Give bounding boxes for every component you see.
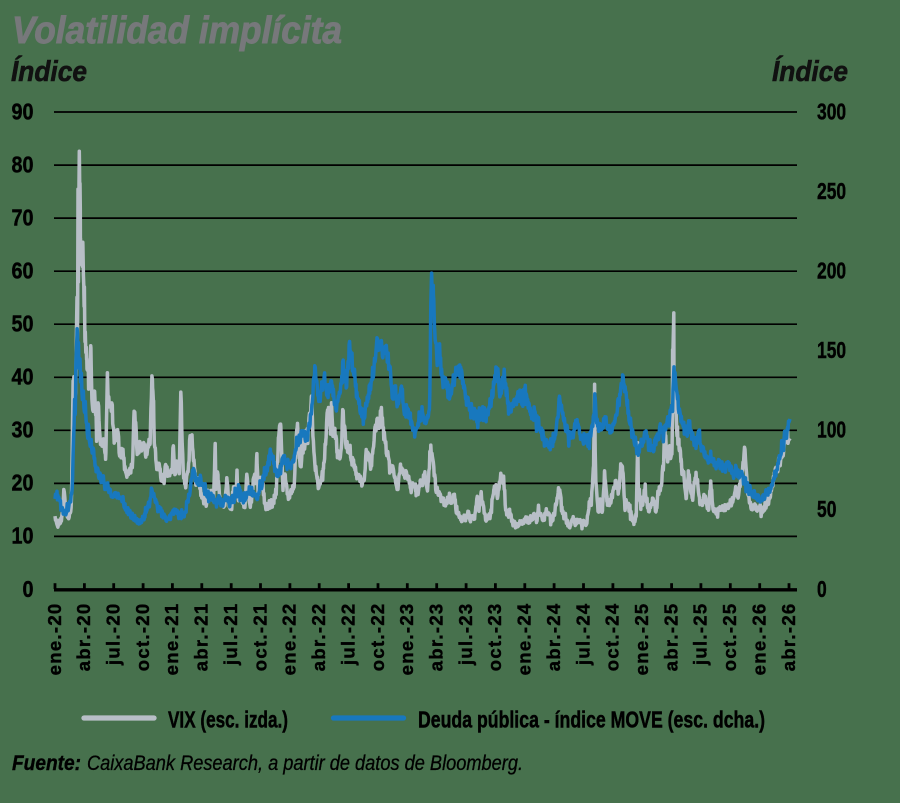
svg-text:20: 20	[12, 470, 34, 496]
svg-text:abr.-23: abr.-23	[426, 603, 447, 672]
svg-text:90: 90	[12, 98, 34, 124]
svg-text:ene.-26: ene.-26	[749, 603, 770, 676]
svg-text:Índice: Índice	[772, 55, 848, 88]
svg-text:200: 200	[817, 258, 846, 284]
svg-text:oct.-23: oct.-23	[484, 603, 505, 672]
svg-text:250: 250	[817, 178, 846, 204]
svg-text:60: 60	[12, 258, 34, 284]
svg-text:oct.-22: oct.-22	[367, 603, 388, 672]
svg-text:CaixaBank Research, a partir d: CaixaBank Research, a partir de datos de…	[87, 752, 523, 775]
svg-text:100: 100	[817, 417, 846, 443]
svg-text:ene.-23: ene.-23	[396, 603, 417, 676]
svg-text:40: 40	[12, 364, 34, 390]
svg-text:70: 70	[12, 204, 34, 230]
svg-text:oct.-21: oct.-21	[249, 603, 270, 672]
svg-text:ene.-21: ene.-21	[161, 603, 182, 676]
svg-text:oct.-25: oct.-25	[719, 603, 740, 672]
svg-text:0: 0	[23, 576, 34, 602]
svg-text:jul.-20: jul.-20	[103, 603, 124, 667]
svg-text:jul.-22: jul.-22	[337, 603, 358, 667]
svg-text:0: 0	[817, 576, 827, 602]
svg-text:300: 300	[817, 98, 846, 124]
svg-text:10: 10	[12, 523, 34, 549]
svg-text:abr.-24: abr.-24	[543, 603, 564, 672]
svg-text:50: 50	[817, 496, 836, 522]
svg-text:abr.-25: abr.-25	[660, 603, 681, 672]
svg-text:abr.-26: abr.-26	[778, 603, 799, 672]
svg-text:Índice: Índice	[11, 55, 87, 88]
svg-text:VIX (esc. izda.): VIX (esc. izda.)	[168, 707, 288, 733]
svg-text:jul.-24: jul.-24	[572, 603, 593, 667]
svg-text:abr.-20: abr.-20	[73, 603, 94, 672]
svg-text:ene.-25: ene.-25	[631, 603, 652, 676]
svg-text:jul.-23: jul.-23	[455, 603, 476, 667]
svg-text:30: 30	[12, 417, 34, 443]
svg-text:oct.-20: oct.-20	[132, 603, 153, 672]
svg-text:50: 50	[12, 311, 34, 337]
svg-text:150: 150	[817, 337, 846, 363]
svg-text:abr.-22: abr.-22	[308, 603, 329, 672]
svg-text:Deuda pública - índice MOVE (e: Deuda pública - índice MOVE (esc. dcha.)	[418, 707, 765, 733]
svg-text:ene.-20: ene.-20	[44, 603, 65, 676]
svg-text:jul.-21: jul.-21	[220, 603, 241, 667]
svg-text:abr.-21: abr.-21	[191, 603, 212, 672]
svg-text:80: 80	[12, 151, 34, 177]
svg-text:oct.-24: oct.-24	[602, 603, 623, 672]
svg-text:Fuente:: Fuente:	[12, 752, 81, 775]
svg-text:ene.-24: ene.-24	[514, 603, 535, 676]
svg-text:jul.-25: jul.-25	[690, 603, 711, 667]
svg-text:Volatilidad implícita: Volatilidad implícita	[12, 10, 342, 52]
svg-text:ene.-22: ene.-22	[279, 603, 300, 676]
